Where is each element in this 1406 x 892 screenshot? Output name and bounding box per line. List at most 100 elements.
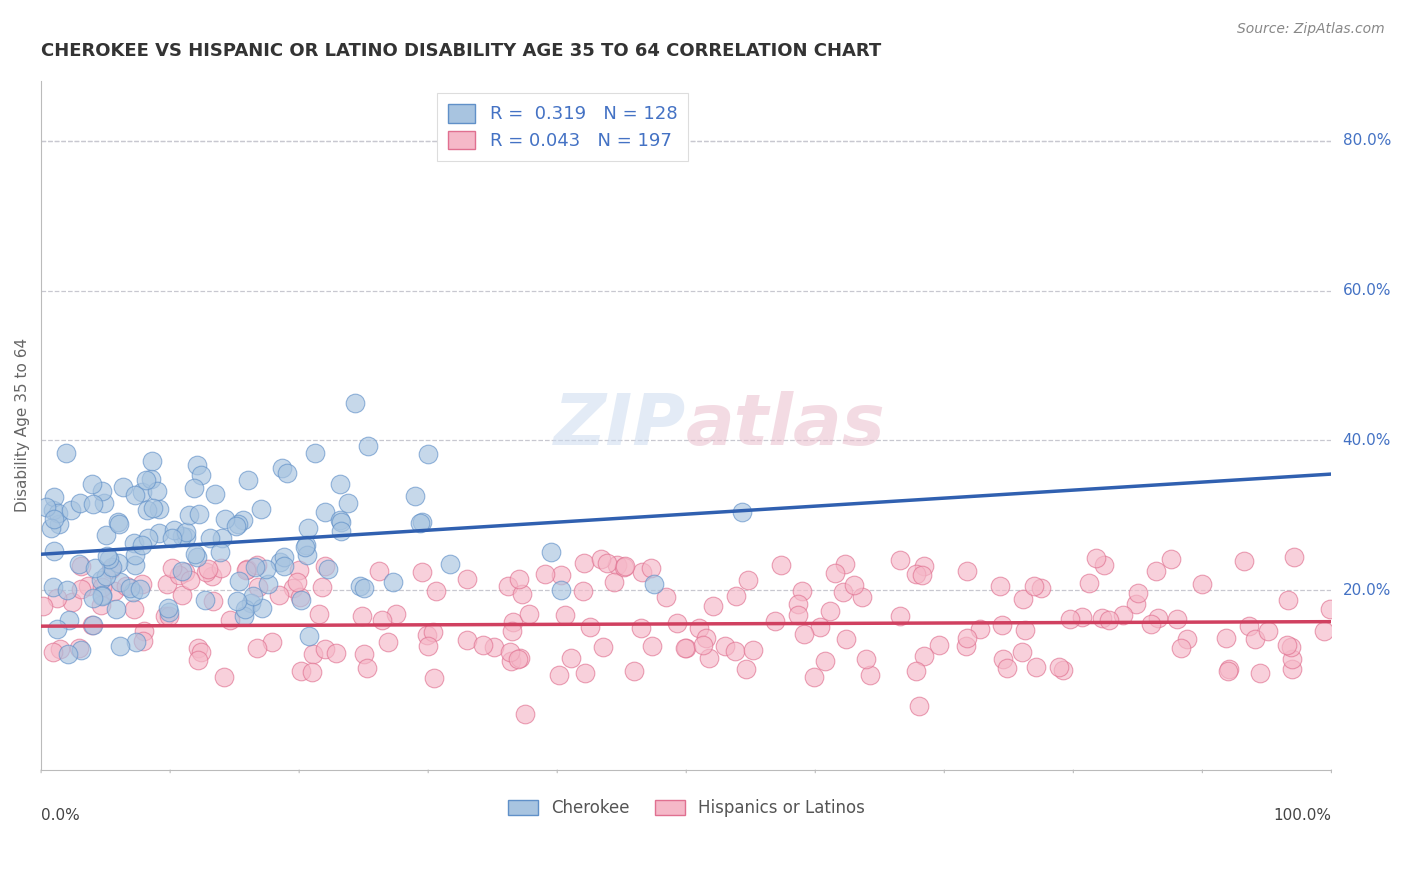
Point bbox=[501, 624, 523, 638]
Point bbox=[132, 633, 155, 648]
Point bbox=[42, 645, 65, 659]
Text: ZIP: ZIP bbox=[554, 391, 686, 460]
Point bbox=[235, 563, 257, 577]
Point bbox=[269, 589, 291, 603]
Point bbox=[456, 573, 478, 587]
Point bbox=[285, 575, 308, 590]
Point bbox=[167, 568, 190, 582]
Point bbox=[1098, 613, 1121, 627]
Point bbox=[42, 490, 65, 504]
Point bbox=[226, 517, 249, 532]
Y-axis label: Disability Age 35 to 64: Disability Age 35 to 64 bbox=[15, 338, 30, 512]
Point bbox=[1052, 663, 1074, 677]
Point bbox=[82, 477, 104, 491]
Point bbox=[1282, 549, 1305, 564]
Point bbox=[353, 647, 375, 661]
Point bbox=[42, 580, 65, 594]
Point bbox=[96, 549, 118, 564]
Point bbox=[606, 558, 628, 572]
Point bbox=[496, 579, 519, 593]
Point bbox=[121, 585, 143, 599]
Point bbox=[1166, 612, 1188, 626]
Point bbox=[969, 622, 991, 636]
Point bbox=[135, 473, 157, 487]
Point bbox=[1084, 550, 1107, 565]
Point bbox=[112, 480, 135, 494]
Text: CHEROKEE VS HISPANIC OR LATINO DISABILITY AGE 35 TO 64 CORRELATION CHART: CHEROKEE VS HISPANIC OR LATINO DISABILIT… bbox=[41, 42, 882, 60]
Point bbox=[90, 574, 112, 588]
Point bbox=[1112, 607, 1135, 622]
Point bbox=[201, 569, 224, 583]
Point bbox=[294, 541, 316, 555]
Point bbox=[737, 573, 759, 587]
Point bbox=[69, 559, 91, 574]
Point bbox=[1025, 659, 1047, 673]
Point bbox=[560, 651, 582, 665]
Text: 80.0%: 80.0% bbox=[1343, 133, 1391, 148]
Point bbox=[1077, 576, 1099, 591]
Point bbox=[814, 654, 837, 668]
Point bbox=[297, 521, 319, 535]
Point bbox=[139, 471, 162, 485]
Point bbox=[69, 496, 91, 510]
Point bbox=[160, 531, 183, 545]
Point bbox=[824, 566, 846, 580]
Point bbox=[42, 512, 65, 526]
Point bbox=[260, 635, 283, 649]
Point bbox=[156, 601, 179, 615]
Text: Source: ZipAtlas.com: Source: ZipAtlas.com bbox=[1237, 22, 1385, 37]
Point bbox=[889, 553, 911, 567]
Point bbox=[844, 577, 866, 591]
Point bbox=[1139, 616, 1161, 631]
Point bbox=[257, 576, 280, 591]
Point bbox=[995, 661, 1018, 675]
Point bbox=[411, 565, 433, 579]
Text: atlas: atlas bbox=[686, 391, 886, 460]
Point bbox=[1312, 624, 1334, 639]
Point bbox=[905, 567, 928, 582]
Point bbox=[349, 579, 371, 593]
Point bbox=[174, 565, 197, 579]
Point bbox=[1090, 611, 1112, 625]
Point bbox=[439, 557, 461, 571]
Point bbox=[787, 607, 810, 622]
Point bbox=[509, 651, 531, 665]
Point bbox=[592, 640, 614, 655]
Point bbox=[45, 591, 67, 605]
Point bbox=[197, 562, 219, 576]
Point bbox=[1125, 597, 1147, 611]
Point bbox=[269, 555, 291, 569]
Point bbox=[32, 599, 55, 614]
Point bbox=[655, 590, 678, 604]
Point bbox=[225, 519, 247, 533]
Point bbox=[108, 574, 131, 589]
Point bbox=[148, 525, 170, 540]
Point bbox=[35, 500, 58, 514]
Point bbox=[82, 497, 104, 511]
Point bbox=[228, 574, 250, 588]
Point bbox=[911, 568, 934, 582]
Point bbox=[1244, 632, 1267, 646]
Point bbox=[273, 558, 295, 573]
Point bbox=[1014, 623, 1036, 637]
Point bbox=[301, 665, 323, 679]
Point bbox=[1218, 662, 1240, 676]
Point bbox=[157, 609, 180, 624]
Point bbox=[49, 641, 72, 656]
Point bbox=[1237, 619, 1260, 633]
Point bbox=[550, 568, 572, 582]
Text: 0.0%: 0.0% bbox=[41, 808, 80, 823]
Point bbox=[90, 598, 112, 612]
Point bbox=[643, 577, 665, 591]
Point bbox=[572, 556, 595, 570]
Point bbox=[1275, 638, 1298, 652]
Point bbox=[56, 582, 79, 597]
Point bbox=[724, 643, 747, 657]
Point bbox=[155, 609, 177, 624]
Point bbox=[591, 551, 613, 566]
Point bbox=[304, 446, 326, 460]
Point bbox=[204, 487, 226, 501]
Point bbox=[889, 609, 911, 624]
Point bbox=[198, 531, 221, 545]
Point bbox=[236, 473, 259, 487]
